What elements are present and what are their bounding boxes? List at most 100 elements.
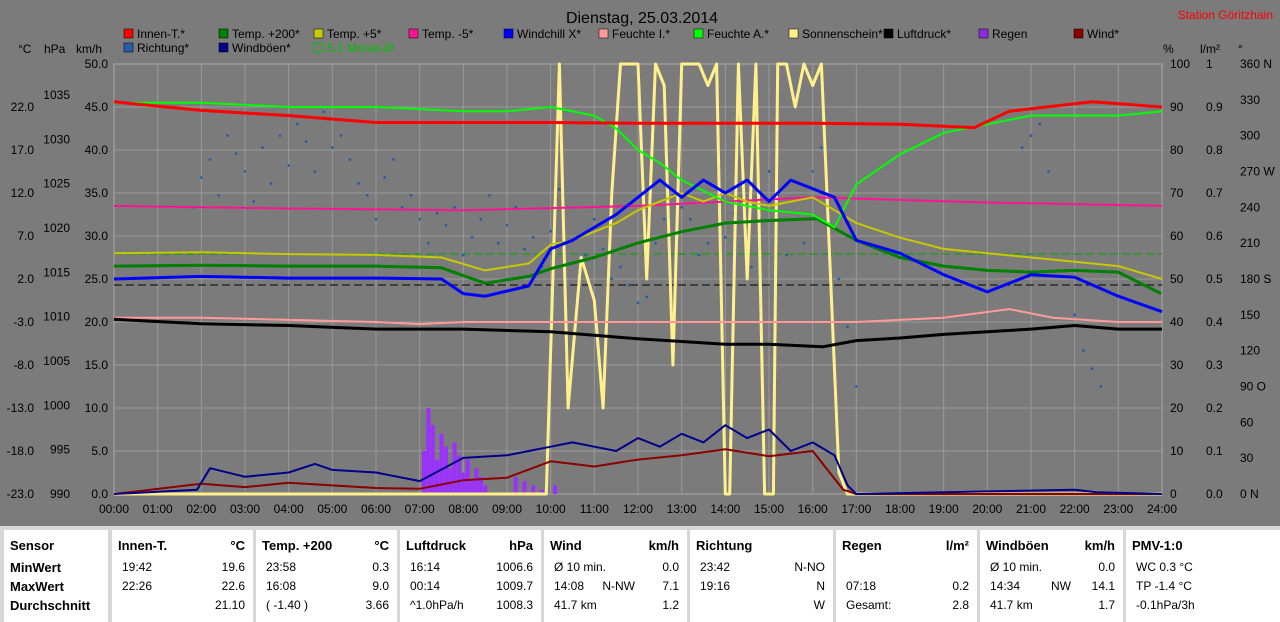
stats-column-unit: °C — [230, 538, 245, 553]
x-tick-label: 07:00 — [405, 502, 435, 516]
rain-bar — [522, 481, 527, 494]
wind-tick-label: 10.0 — [85, 401, 109, 415]
x-tick-label: 15:00 — [754, 502, 784, 516]
pressure-tick-label: 1035 — [43, 88, 70, 102]
x-tick-label: 08:00 — [448, 502, 478, 516]
stats-column: Wind km/h Ø 10 min. 0.0 14:08 N-NW 7.1 41.7 km 1… — [544, 530, 687, 622]
wind-tick-label: 30.0 — [85, 229, 109, 243]
rain-bar — [539, 489, 544, 494]
x-tick-label: 12:00 — [623, 502, 653, 516]
stats-column-header: Regen — [842, 538, 882, 553]
direction-point — [357, 182, 360, 185]
rain-bar — [422, 451, 427, 494]
x-tick-label: 17:00 — [841, 502, 871, 516]
x-tick-label: 22:00 — [1060, 502, 1090, 516]
chart-title: Dienstag, 25.03.2014 — [566, 10, 718, 27]
legend-swatch — [503, 28, 514, 39]
direction-point — [531, 235, 535, 239]
direction-point — [592, 217, 596, 221]
pressure-tick-label: 990 — [50, 487, 70, 501]
direction-point — [252, 199, 256, 203]
temp-tick-label: 12.0 — [11, 186, 35, 200]
direction-point — [296, 122, 299, 126]
stats-cell-time: 22:26 — [122, 579, 153, 593]
direction-point — [427, 241, 430, 245]
series-line-temp-5 — [113, 192, 1163, 280]
direction-point — [558, 188, 561, 191]
legend-label: 5.1 Monat-Ø — [327, 41, 394, 55]
x-tick-label: 10:00 — [536, 502, 566, 516]
direction-point — [330, 146, 334, 150]
axis-header-degree: ° — [1238, 42, 1243, 56]
legend-label: Temp. +200* — [232, 27, 300, 41]
temp-tick-label: 22.0 — [11, 100, 35, 114]
stats-cell-value: 0.3 — [372, 560, 389, 574]
stats-cell-direction: NW — [1051, 579, 1071, 593]
direction-point — [392, 158, 395, 161]
stats-cell-value: W — [813, 598, 825, 612]
direction-point — [348, 158, 352, 161]
series-line-temp-5 — [113, 196, 1163, 212]
x-tick-label: 21:00 — [1016, 502, 1046, 516]
series-line-windchill-x — [113, 178, 1163, 314]
rain-bar — [483, 485, 488, 494]
direction-point — [199, 176, 203, 179]
stats-column-unit: hPa — [509, 538, 533, 553]
direction-point — [636, 301, 640, 305]
stats-cell-value: 3.66 — [365, 598, 389, 612]
stats-column-unit: l/m² — [945, 538, 969, 553]
temp-tick-label: 2.0 — [17, 272, 34, 286]
direction-point — [846, 325, 849, 329]
direction-point — [488, 193, 491, 197]
legend-swatch — [313, 28, 324, 39]
stats-column: Temp. +200 °C 23:58 0.3 16:08 9.0 ( -1.40 ) 3.6… — [256, 530, 397, 622]
direction-point — [820, 146, 823, 150]
direction-point — [461, 253, 465, 257]
direction-point — [304, 140, 308, 144]
stats-row-label: Durchschnitt — [10, 598, 91, 613]
rain-tick-label: 0.9 — [1206, 100, 1223, 114]
wind-tick-label: 45.0 — [85, 100, 109, 114]
direction-point — [409, 193, 413, 197]
humidity-tick-label: 10 — [1170, 444, 1184, 458]
direction-point — [444, 223, 448, 227]
series-line-feuchte-a — [114, 101, 1163, 229]
stats-column-header: Windböen — [986, 538, 1049, 553]
rain-bar — [430, 425, 435, 494]
direction-point — [627, 283, 631, 287]
direction-tick-label: 330 — [1240, 93, 1260, 107]
stats-cell-value: N — [816, 579, 825, 593]
x-tick-label: 09:00 — [492, 502, 522, 516]
rain-bar — [478, 476, 483, 494]
direction-tick-label: 60 — [1240, 415, 1254, 429]
legend-label: Temp. +5* — [327, 27, 382, 41]
stats-cell-time: -0.1hPa/3h — [1136, 598, 1195, 612]
stats-column: Luftdruck hPa 16:14 1006.6 00:14 1009.7 ^1.0hP… — [400, 530, 541, 622]
stats-cell-time: ( -1.40 ) — [266, 598, 309, 612]
direction-point — [374, 217, 378, 221]
direction-point — [470, 235, 474, 239]
pressure-tick-label: 1015 — [43, 265, 70, 279]
stats-cell-time: 19:42 — [122, 560, 153, 574]
direction-point — [243, 170, 247, 173]
rain-bar — [456, 455, 461, 494]
stats-column-unit: km/h — [1084, 538, 1115, 553]
pressure-tick-label: 1020 — [43, 221, 70, 235]
wind-tick-label: 0.0 — [91, 487, 108, 501]
plot-series — [113, 62, 1163, 496]
humidity-tick-label: 90 — [1170, 100, 1184, 114]
stats-cell-time: 19:16 — [700, 579, 731, 593]
legend-swatch — [218, 28, 229, 39]
humidity-tick-label: 0 — [1170, 487, 1177, 501]
pressure-tick-label: 995 — [50, 443, 70, 457]
x-tick-label: 02:00 — [186, 502, 216, 516]
legend-swatch — [408, 28, 419, 39]
legend-label: Innen-T.* — [137, 27, 185, 41]
direction-point — [662, 217, 666, 221]
direction-tick-label: 300 — [1240, 129, 1260, 143]
stats-cell-value: 9.0 — [372, 579, 389, 593]
x-tick-label: 03:00 — [230, 502, 260, 516]
wind-tick-label: 40.0 — [85, 143, 109, 157]
humidity-tick-label: 30 — [1170, 358, 1184, 372]
direction-point — [278, 134, 282, 138]
